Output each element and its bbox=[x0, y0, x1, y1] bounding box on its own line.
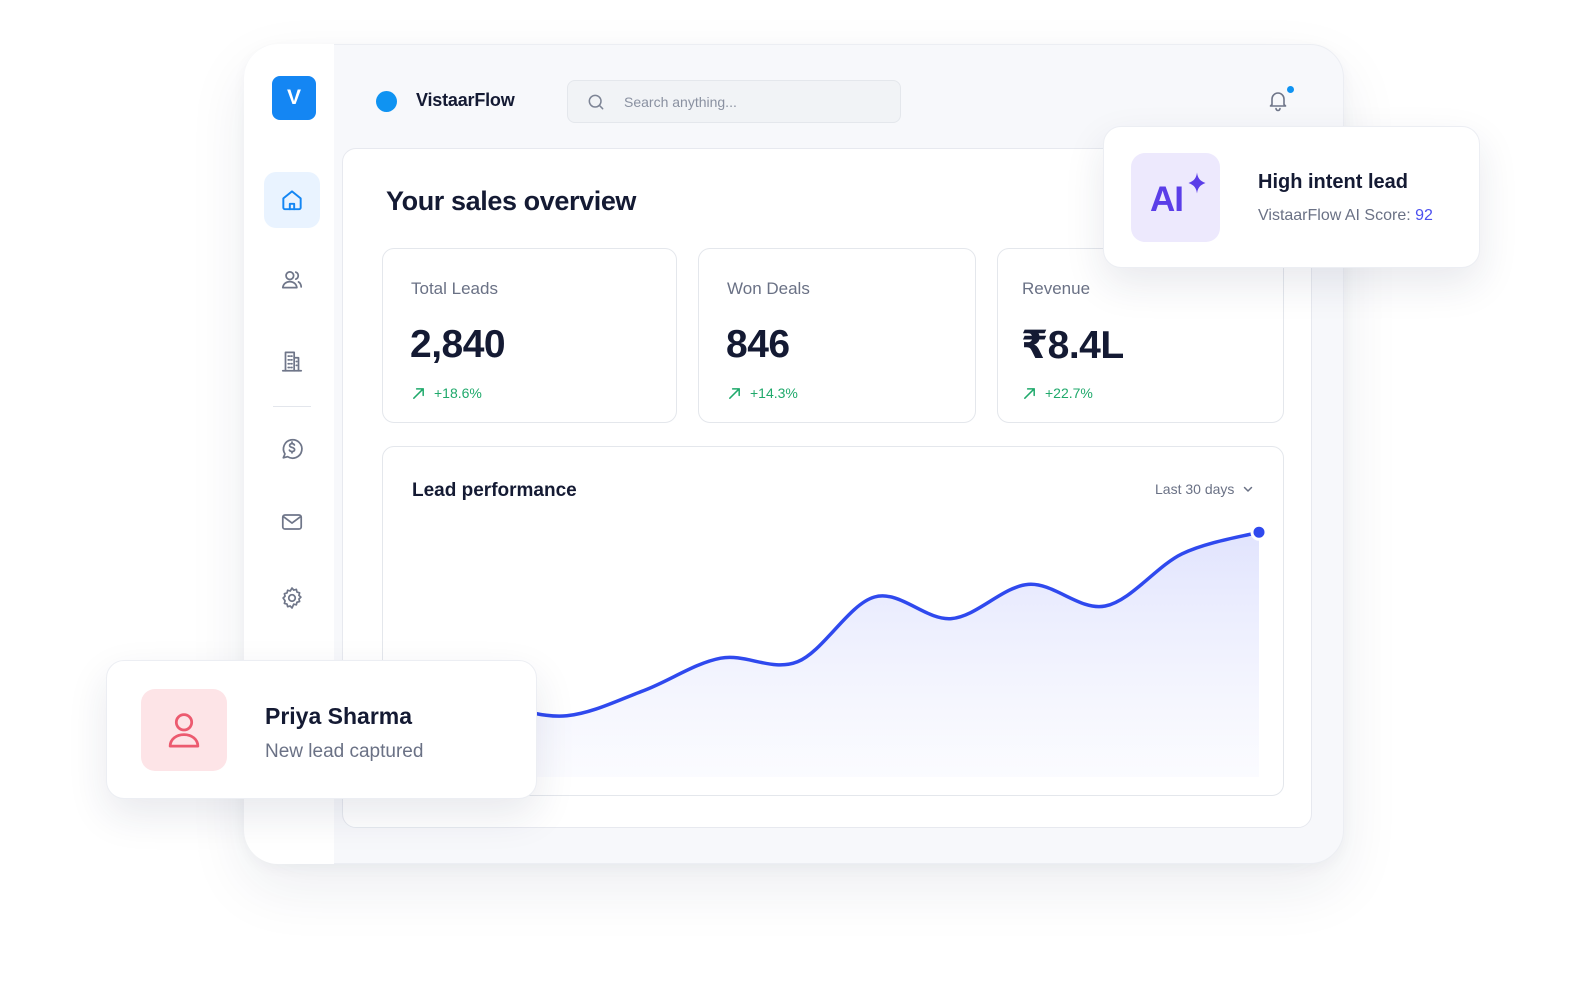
trend-up-icon bbox=[1024, 387, 1035, 399]
page-title: Your sales overview bbox=[386, 186, 637, 216]
app-logo[interactable]: V bbox=[272, 76, 316, 120]
date-range-label: Last 30 days bbox=[1155, 481, 1235, 497]
new-lead-card[interactable]: Priya Sharma New lead captured bbox=[106, 660, 537, 799]
sidebar-divider bbox=[273, 406, 311, 407]
dollar-circle-icon bbox=[282, 438, 303, 460]
avatar bbox=[141, 689, 227, 771]
gear-icon bbox=[282, 587, 302, 609]
sidebar-item-contacts[interactable] bbox=[264, 252, 320, 308]
ai-score-label: VistaarFlow AI Score: bbox=[1258, 207, 1411, 224]
stat-card-revenue: Revenue ₹8.4L +22.7% bbox=[997, 248, 1284, 423]
trend-value: +18.6% bbox=[434, 385, 482, 401]
stat-card-won-deals: Won Deals 846 +14.3% bbox=[698, 248, 976, 423]
lead-performance-chart bbox=[411, 523, 1268, 777]
users-icon bbox=[281, 271, 303, 289]
chevron-down-icon bbox=[1244, 486, 1253, 492]
chart-line-series bbox=[411, 530, 1261, 722]
brand-name: VistaarFlow bbox=[416, 90, 515, 110]
stat-label: Won Deals bbox=[727, 279, 810, 298]
stat-trend: +18.6% bbox=[411, 385, 482, 401]
bell-icon[interactable] bbox=[1266, 88, 1290, 112]
trend-value: +14.3% bbox=[750, 385, 798, 401]
chart-last-point[interactable] bbox=[1250, 523, 1268, 541]
lead-name: Priya Sharma bbox=[265, 703, 413, 729]
home-icon bbox=[282, 190, 302, 211]
notification-dot bbox=[1287, 86, 1294, 93]
stat-label: Total Leads bbox=[411, 279, 498, 298]
trend-value: +22.7% bbox=[1045, 385, 1093, 401]
chart-title: Lead performance bbox=[412, 480, 577, 501]
ai-insight-card[interactable]: AI High intent lead VistaarFlow AI Score… bbox=[1103, 126, 1480, 268]
sidebar-item-deals[interactable] bbox=[264, 420, 320, 476]
mail-icon bbox=[281, 514, 303, 530]
brand-dot bbox=[376, 91, 397, 112]
ai-score-value: 92 bbox=[1415, 207, 1433, 224]
search-input[interactable] bbox=[624, 81, 884, 122]
ai-card-title: High intent lead bbox=[1258, 171, 1408, 193]
stat-label: Revenue bbox=[1022, 279, 1091, 298]
search-bar[interactable] bbox=[567, 80, 901, 123]
ai-badge: AI bbox=[1131, 153, 1220, 242]
sidebar-item-settings[interactable] bbox=[264, 570, 320, 626]
lead-subtitle: New lead captured bbox=[265, 741, 424, 762]
date-range-dropdown[interactable]: Last 30 days bbox=[1155, 481, 1254, 497]
search-icon bbox=[588, 94, 604, 110]
building-icon bbox=[281, 351, 303, 372]
stat-value: ₹8.4L bbox=[1021, 324, 1124, 367]
sidebar-item-mail[interactable] bbox=[264, 494, 320, 550]
sparkle-icon bbox=[1188, 172, 1206, 194]
sidebar-item-home[interactable] bbox=[264, 172, 320, 228]
ai-score-line: VistaarFlow AI Score: 92 bbox=[1258, 207, 1433, 225]
trend-up-icon bbox=[729, 387, 740, 399]
stat-trend: +22.7% bbox=[1022, 385, 1093, 401]
logo-letter: V bbox=[286, 86, 301, 109]
stat-value: 846 bbox=[726, 323, 790, 366]
stat-trend: +14.3% bbox=[727, 385, 798, 401]
trend-up-icon bbox=[413, 387, 424, 399]
stat-card-total-leads: Total Leads 2,840 +18.6% bbox=[382, 248, 677, 423]
sidebar-item-companies[interactable] bbox=[264, 333, 320, 389]
ai-badge-text: AI bbox=[1150, 180, 1184, 219]
user-icon bbox=[168, 713, 200, 748]
lead-performance-card: Lead performance Last 30 days bbox=[382, 446, 1284, 796]
stat-value: 2,840 bbox=[410, 323, 506, 366]
chart-area-fill bbox=[413, 532, 1259, 777]
